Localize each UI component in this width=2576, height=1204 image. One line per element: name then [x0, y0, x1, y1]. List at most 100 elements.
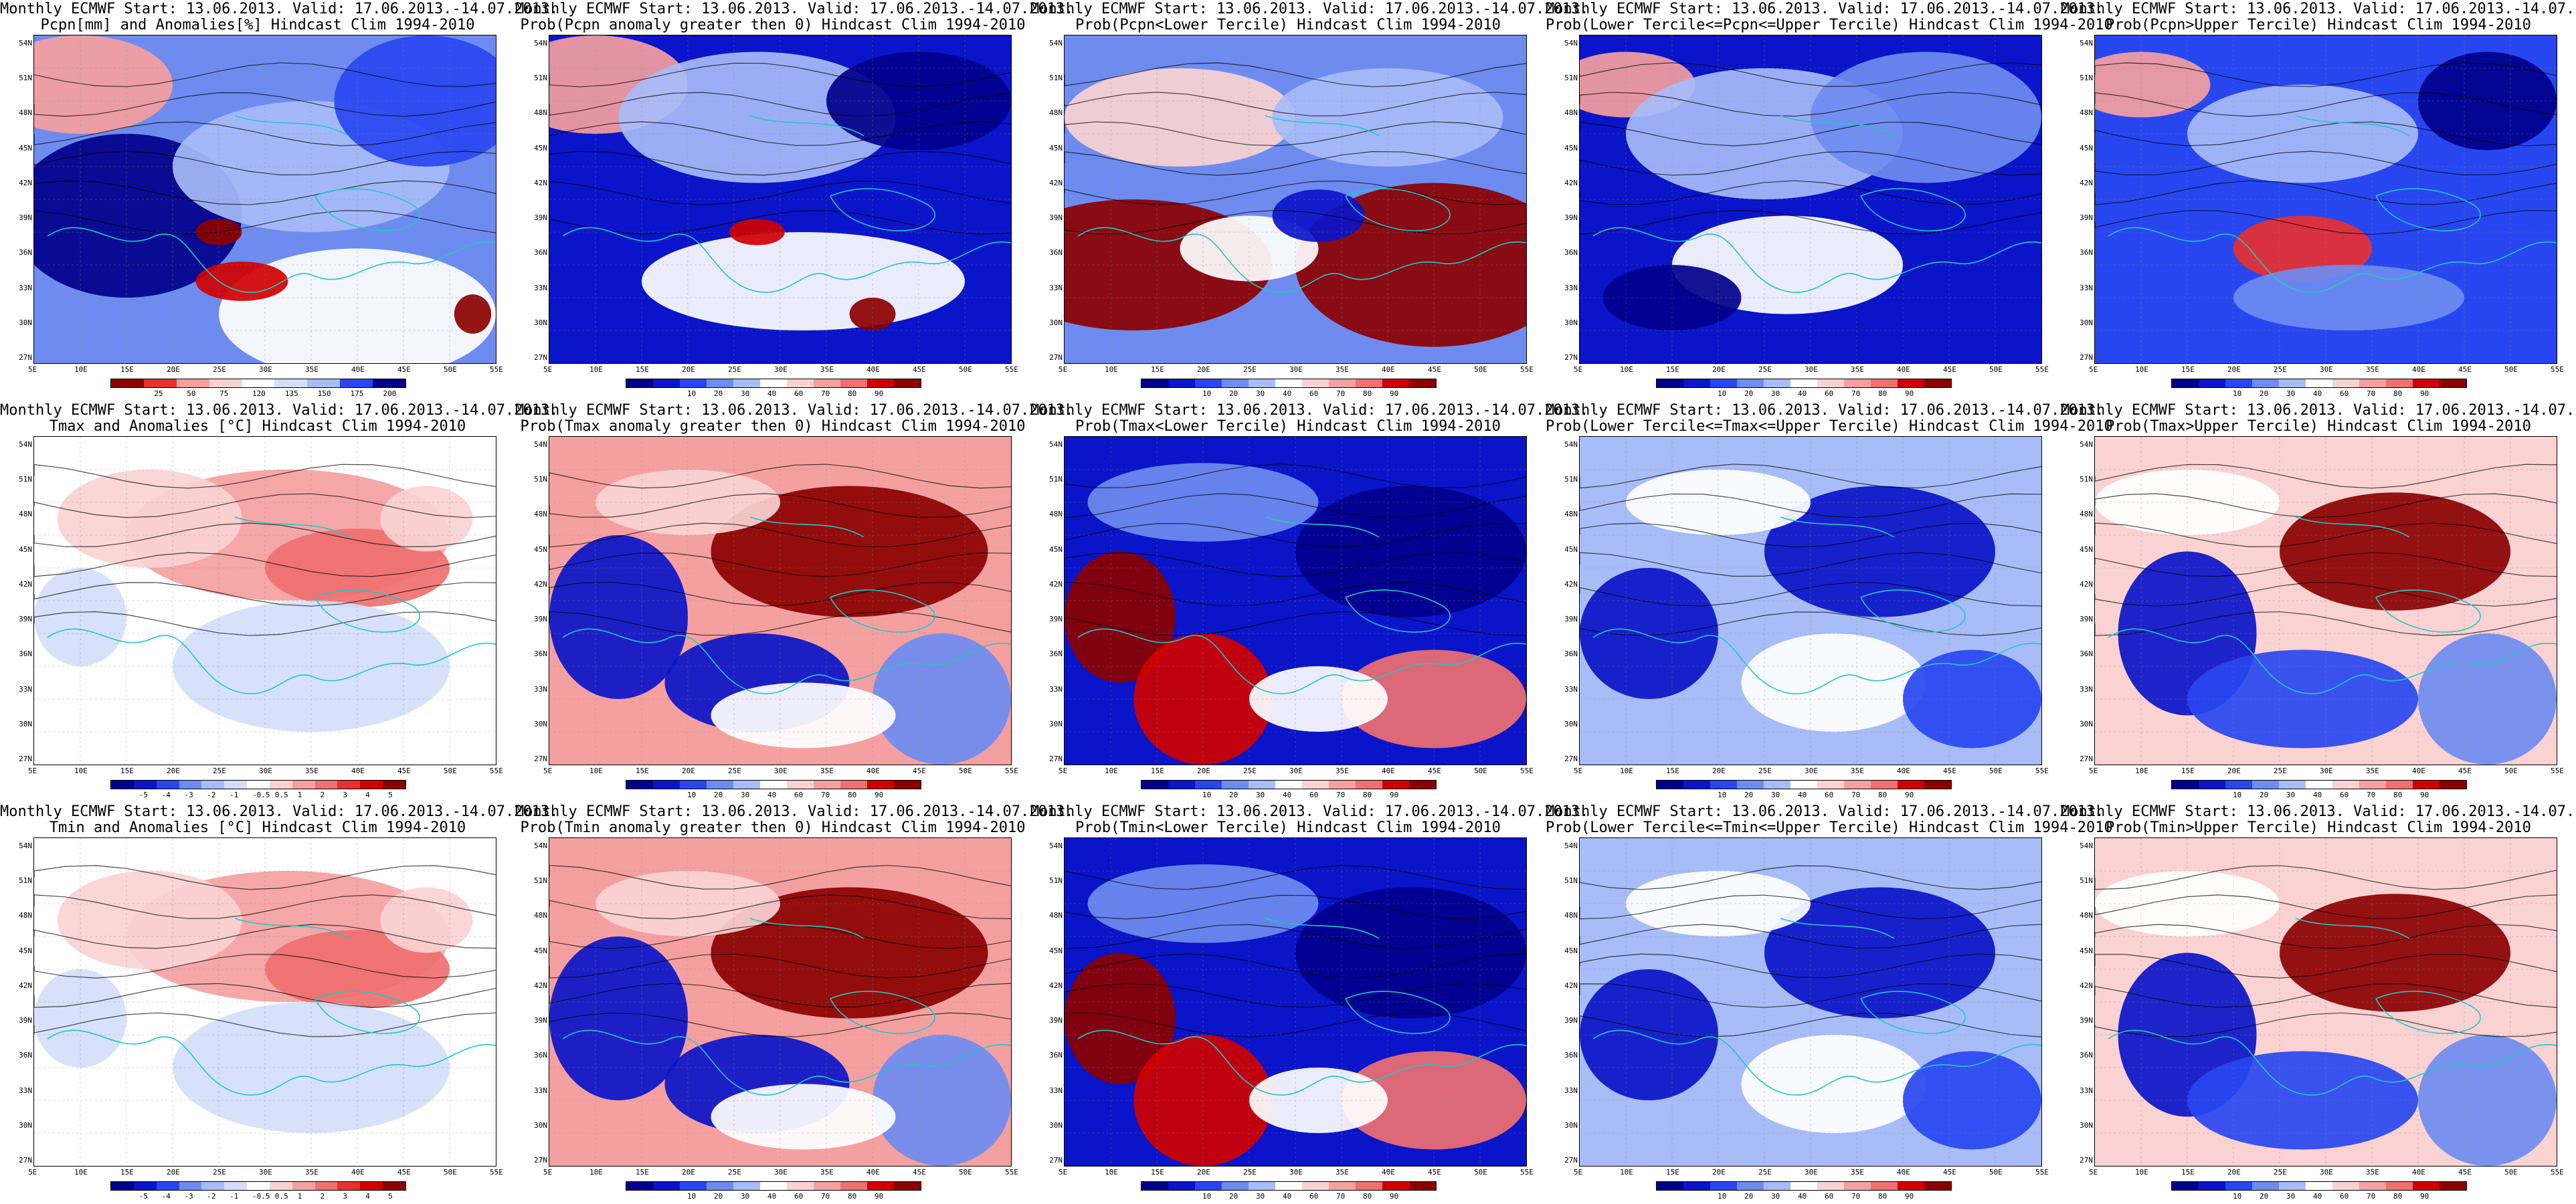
colorbar-label: 10 — [1202, 1192, 1212, 1201]
colorbar-swatch — [1329, 1182, 1356, 1190]
colorbar-swatch — [1764, 379, 1790, 387]
colorbar-swatch — [1249, 781, 1275, 789]
lon-label: 30E — [1289, 767, 1303, 775]
contour-line — [1065, 151, 1526, 176]
colorbar-label: 90 — [1905, 791, 1914, 799]
lon-label: 15E — [636, 1168, 649, 1177]
colorbar-swatch — [2413, 379, 2440, 387]
contour-line — [34, 865, 496, 890]
colorbar-label: 60 — [1309, 791, 1319, 799]
field-region — [34, 568, 126, 666]
lat-label: 42N — [19, 178, 32, 187]
lat-label: 42N — [19, 579, 32, 589]
lat-label: 39N — [1049, 1016, 1063, 1025]
map-field — [1580, 437, 2041, 765]
lat-label: 54N — [1049, 841, 1063, 850]
colorbar-swatch — [1710, 781, 1737, 789]
lon-label: 30E — [259, 1168, 272, 1177]
colorbar-label: 30 — [1256, 389, 1265, 398]
lat-label: 48N — [19, 510, 32, 519]
lon-label: 35E — [2366, 365, 2379, 374]
lat-label: 30N — [1564, 1120, 1578, 1130]
lon-label: 30E — [774, 767, 788, 775]
panel-title-line2: Prob(Pcpn anomaly greater then 0) Hindca… — [520, 17, 1026, 33]
lat-label: 39N — [1564, 213, 1578, 223]
colorbar-swatch — [1683, 781, 1710, 789]
colorbar-label: 90 — [875, 389, 884, 398]
colorbar-swatch — [2199, 1182, 2225, 1190]
colorbar-swatch — [2440, 781, 2466, 789]
lat-label: 39N — [534, 1016, 547, 1025]
colorbar-swatch — [626, 781, 653, 789]
lon-label: 15E — [1666, 1168, 1679, 1177]
contour-line — [549, 924, 1011, 949]
panel-title-line2: Prob(Lower Tercile<=Pcpn<=Upper Tercile)… — [1546, 17, 2113, 33]
map-area — [1064, 35, 1527, 364]
lat-label: 45N — [2080, 143, 2093, 153]
lat-label: 33N — [19, 283, 32, 292]
lat-label: 54N — [534, 39, 547, 47]
contour-line — [1580, 865, 2041, 890]
colorbar-swatch — [1657, 781, 1683, 789]
lon-label: 25E — [728, 1168, 741, 1177]
contour-line — [1065, 92, 1526, 116]
lon-label: 40E — [866, 365, 880, 374]
colorbar-swatch — [2172, 1182, 2199, 1190]
colorbar-label: 60 — [1309, 389, 1319, 398]
map-area — [549, 436, 1012, 765]
map-panel-r3c1: Monthly ECMWF Start: 13.06.2013. Valid: … — [0, 803, 558, 1204]
panel-title-line2: Prob(Tmin>Upper Tercile) Hindcast Clim 1… — [2106, 819, 2531, 836]
colorbar-swatch — [1222, 379, 1249, 387]
colorbar-label: 40 — [1283, 389, 1292, 398]
colorbar-label: 10 — [687, 389, 697, 398]
lat-label: 54N — [534, 440, 547, 449]
coastline — [1592, 918, 2041, 1096]
lat-label: 36N — [2080, 649, 2093, 659]
lat-label: 42N — [534, 579, 547, 589]
colorbar-swatch — [1844, 379, 1871, 387]
panel-title-line2: Tmin and Anomalies [°C] Hindcast Clim 19… — [49, 819, 466, 836]
field-region — [2280, 894, 2510, 1012]
colorbar-swatch — [1871, 1182, 1898, 1190]
colorbar-label: 70 — [1336, 791, 1346, 799]
colorbar-label: 150 — [317, 389, 331, 398]
colorbar-swatch — [626, 1182, 653, 1190]
colorbar-swatch — [894, 379, 921, 387]
colorbar-swatch — [626, 379, 653, 387]
lon-label: 35E — [1851, 1168, 1864, 1177]
lon-label: 35E — [1851, 365, 1864, 374]
lon-label: 40E — [351, 365, 365, 374]
panel-title-line1: Monthly ECMWF Start: 13.06.2013. Valid: … — [0, 402, 559, 419]
colorbar-label: 80 — [848, 389, 857, 398]
field-region — [1903, 649, 2041, 748]
lon-label: 50E — [444, 1168, 457, 1177]
contour-line — [549, 522, 1011, 548]
contour-line — [34, 552, 496, 577]
lat-label: 51N — [19, 876, 32, 886]
colorbar-swatch — [2279, 379, 2306, 387]
colorbar-swatch — [1409, 1182, 1436, 1190]
colorbar-swatch — [1356, 781, 1382, 789]
lon-label: 10E — [2135, 1168, 2148, 1177]
field-region — [549, 936, 688, 1100]
lon-label: 10E — [1105, 365, 1118, 374]
lon-label: 15E — [636, 365, 649, 374]
colorbar-label: 60 — [794, 1192, 804, 1201]
colorbar-swatch — [814, 1182, 840, 1190]
lat-label: 45N — [19, 143, 32, 153]
panel-title-line1: Monthly ECMWF Start: 13.06.2013. Valid: … — [515, 803, 1074, 820]
lat-label: 48N — [534, 108, 547, 118]
coastline — [1077, 115, 1526, 293]
lat-label: 45N — [2080, 946, 2093, 955]
coastline — [2108, 115, 2557, 293]
map-field — [34, 437, 496, 765]
lat-label: 42N — [1049, 178, 1063, 187]
lat-label: 33N — [534, 1086, 547, 1095]
lat-label: 33N — [19, 1086, 32, 1095]
map-panel-r2c3: Monthly ECMWF Start: 13.06.2013. Valid: … — [1030, 401, 1588, 803]
lon-label: 5E — [1059, 365, 1068, 374]
lon-label: 30E — [774, 1168, 788, 1177]
colorbar-label: 40 — [1283, 1192, 1292, 1201]
lon-label: 55E — [490, 365, 503, 374]
